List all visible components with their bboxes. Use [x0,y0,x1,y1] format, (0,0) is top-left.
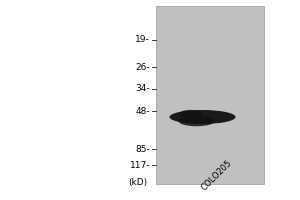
Text: 117-: 117- [130,160,150,170]
Text: 34-: 34- [135,84,150,93]
Bar [156,6,264,184]
Text: 26-: 26- [135,62,150,72]
Text: 48-: 48- [135,106,150,116]
Text: 19-: 19- [135,36,150,45]
Ellipse shape [179,110,202,118]
Text: (kD): (kD) [128,178,148,188]
Ellipse shape [178,116,215,126]
Text: COLO205: COLO205 [199,158,233,192]
Text: 85-: 85- [135,144,150,154]
Ellipse shape [169,110,236,124]
